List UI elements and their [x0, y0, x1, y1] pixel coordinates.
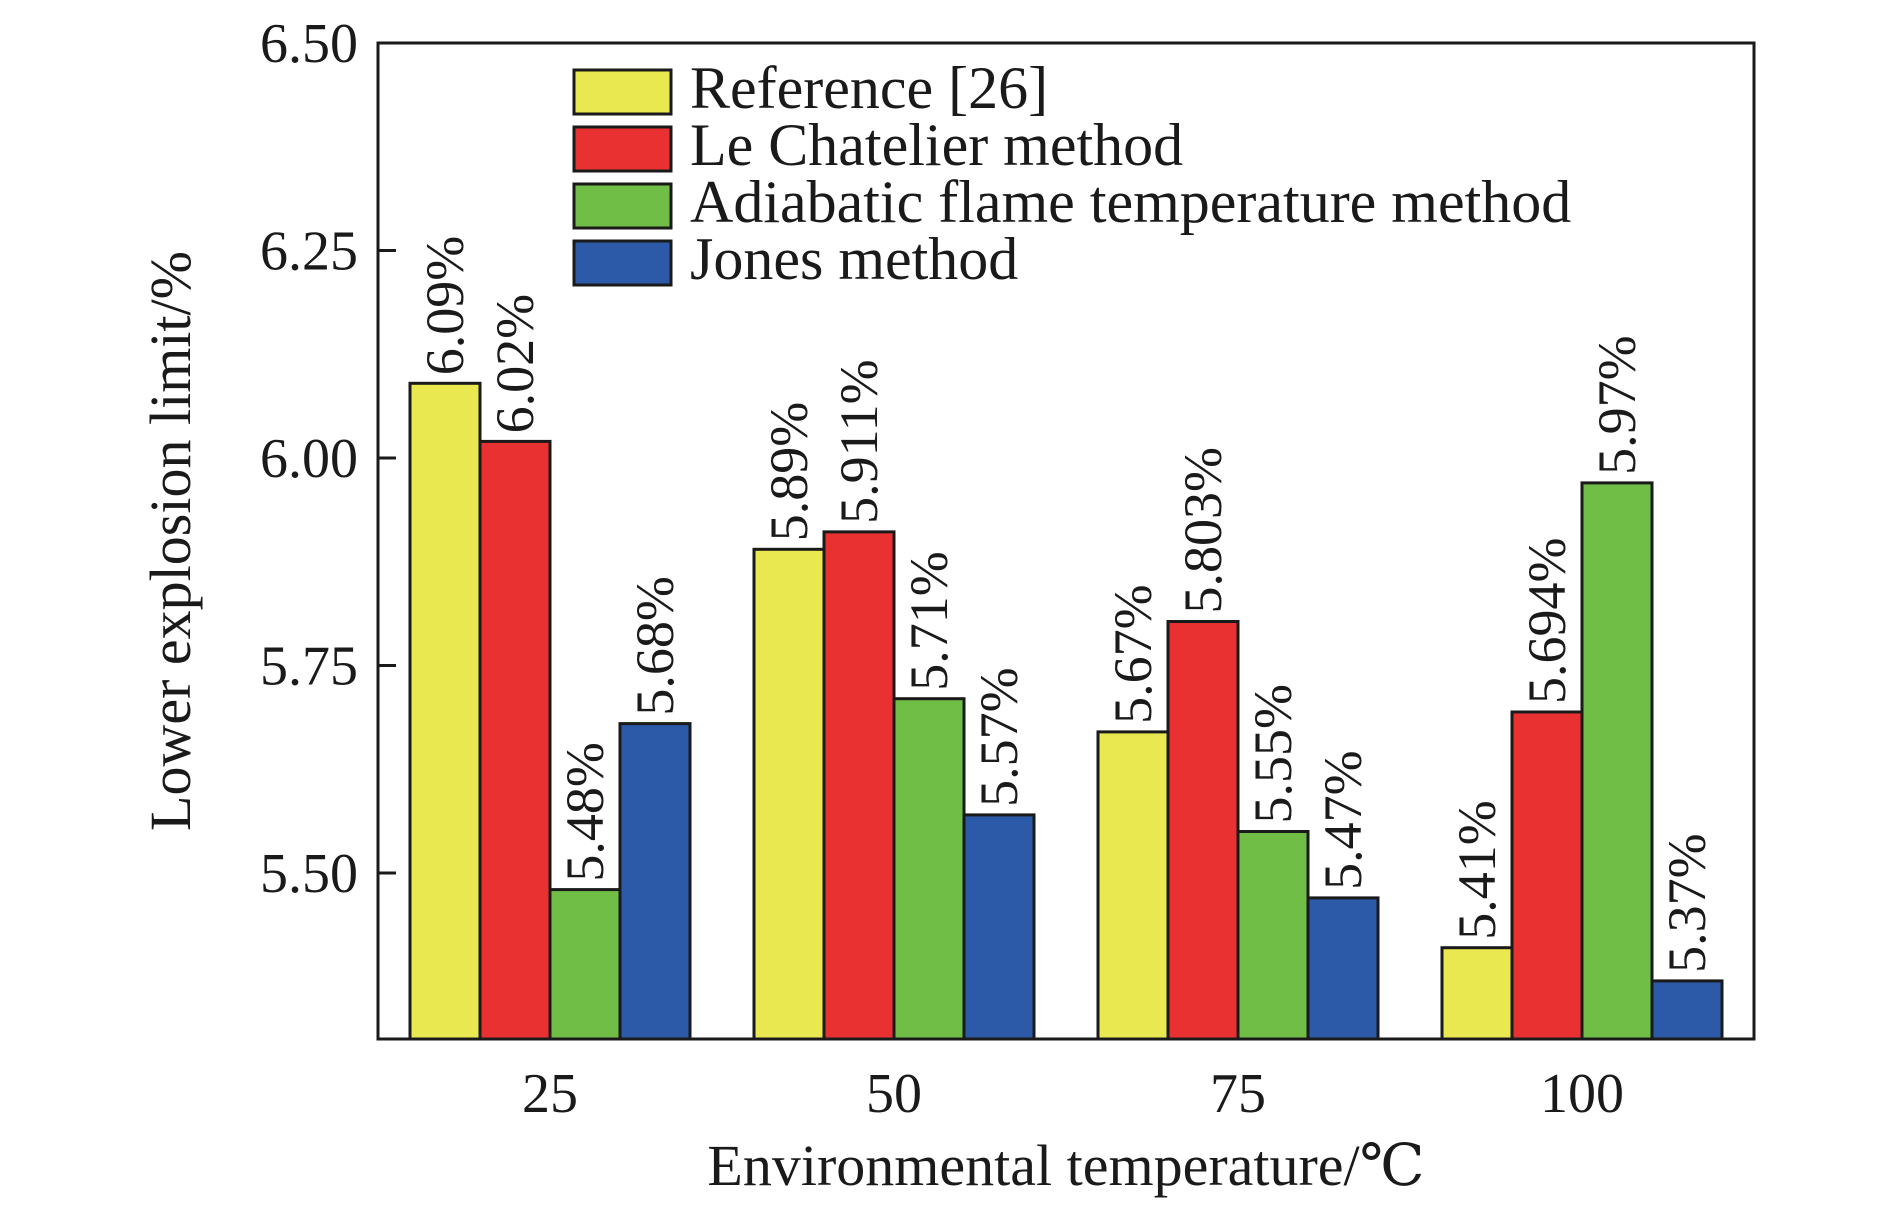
- data-label: 5.68%: [625, 576, 685, 715]
- data-label: 5.55%: [1243, 684, 1303, 823]
- axes-layer: 5.50 5.75 6.00 6.25 6.50 25 50 75 100: [260, 13, 1624, 1125]
- data-label: 5.803%: [1173, 447, 1233, 613]
- data-label: 5.67%: [1103, 584, 1163, 723]
- plot-frame: [376, 41, 1756, 1041]
- data-label: 5.97%: [1587, 335, 1647, 474]
- bar-2-25: [478, 439, 552, 1041]
- legend-swatch: [572, 239, 673, 287]
- data-label: 5.89%: [759, 402, 819, 541]
- legend-swatch: [572, 182, 673, 230]
- legend-label: Reference [26]: [690, 55, 1048, 121]
- bar-1-25: [408, 381, 482, 1041]
- y-tick-label: 6.00: [260, 428, 358, 490]
- data-labels-layer: 6.09% 6.02% 5.48%5.68% 5.89% 5.911%5.71%5.57…: [415, 236, 1717, 973]
- y-tick-label: 6.25: [260, 221, 358, 283]
- x-tick-label: 50: [866, 1063, 922, 1125]
- y-axis-title: Lower explosion limit/%: [138, 251, 203, 831]
- legend: Reference [26]Le Chatelier methodAdiabat…: [572, 55, 1571, 292]
- x-axis-title: Environmental temperature/℃: [707, 1133, 1424, 1198]
- data-label: 5.694%: [1517, 537, 1577, 703]
- data-label: 6.09%: [415, 236, 475, 375]
- bar-4-25: [618, 722, 692, 1041]
- data-label: 5.911%: [829, 359, 889, 523]
- y-tick-label: 5.50: [260, 843, 358, 905]
- legend-swatch: [572, 125, 673, 173]
- legend-label: Jones method: [690, 226, 1018, 292]
- data-label: 5.41%: [1447, 800, 1507, 939]
- bar-3-25: [548, 888, 622, 1041]
- y-tick-label: 6.50: [260, 13, 358, 75]
- bar-2-50: [822, 530, 896, 1041]
- bar-1-100: [1440, 946, 1514, 1041]
- bar-3-75: [1236, 830, 1310, 1041]
- bar-1-75: [1096, 730, 1170, 1041]
- data-label: 5.71%: [899, 551, 959, 690]
- bars-layer: [408, 381, 1724, 1041]
- data-label: 5.37%: [1657, 833, 1717, 972]
- bar-2-75: [1166, 620, 1240, 1041]
- bar-2-100: [1510, 710, 1584, 1041]
- bar-4-100: [1650, 979, 1724, 1041]
- bar-3-50: [892, 697, 966, 1041]
- x-tick-label: 25: [522, 1063, 578, 1125]
- legend-swatch: [572, 68, 673, 116]
- data-label: 5.48%: [555, 742, 615, 881]
- bar-4-75: [1306, 896, 1380, 1041]
- legend-label: Le Chatelier method: [690, 112, 1183, 178]
- bar-1-50: [752, 547, 826, 1041]
- y-tick-label: 5.75: [260, 636, 358, 698]
- x-tick-label: 100: [1540, 1063, 1624, 1125]
- x-tick-label: 75: [1210, 1063, 1266, 1125]
- data-label: 6.02%: [485, 294, 545, 433]
- data-label: 5.57%: [969, 667, 1029, 806]
- bar-4-50: [962, 813, 1036, 1041]
- bar-3-100: [1580, 481, 1654, 1041]
- legend-label: Adiabatic flame temperature method: [690, 169, 1571, 235]
- data-label: 5.47%: [1313, 750, 1373, 889]
